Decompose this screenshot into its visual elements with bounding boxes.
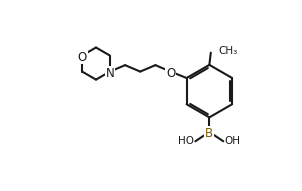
Text: OH: OH xyxy=(225,136,241,146)
Text: B: B xyxy=(205,127,214,140)
Text: CH₃: CH₃ xyxy=(218,46,237,56)
Text: O: O xyxy=(78,51,87,64)
Text: N: N xyxy=(105,67,114,80)
Text: O: O xyxy=(166,67,175,80)
Text: HO: HO xyxy=(178,136,194,146)
Text: N: N xyxy=(105,67,114,80)
